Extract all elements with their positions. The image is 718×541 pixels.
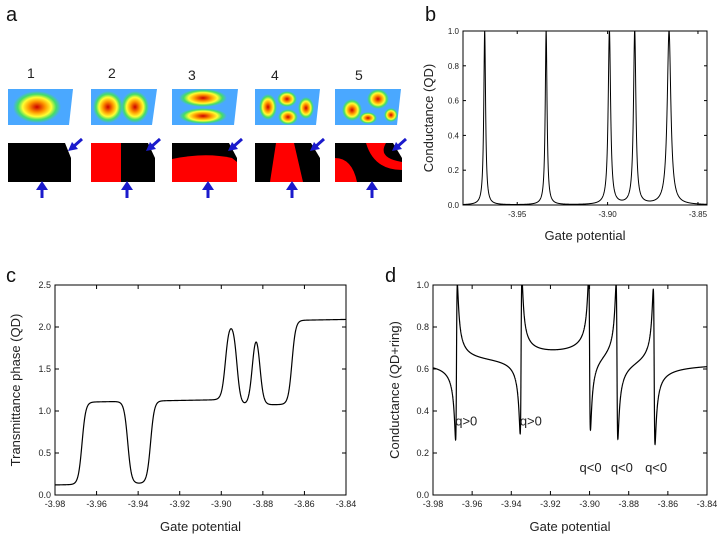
state-label-2: 2 [108, 65, 116, 81]
x-tick-label: -3.85 [689, 210, 708, 219]
x-tick-label: -3.92 [540, 499, 561, 509]
diagonal-arrow-icon [68, 137, 83, 151]
x-tick-label: -3.86 [294, 499, 315, 509]
nodal-map-4 [255, 143, 320, 182]
up-arrow-icon [286, 181, 298, 198]
up-arrow-icon [202, 181, 214, 198]
density-map-5 [335, 89, 401, 125]
y-axis-title: Transmittance phase (QD) [8, 314, 23, 467]
series-line-conductance-qd [463, 31, 707, 205]
density-map-3 [172, 89, 238, 125]
up-arrow-icon [366, 181, 378, 198]
panel-letter-d: d [385, 265, 396, 287]
y-tick-label: 0.6 [416, 364, 429, 374]
y-axis-title: Conductance (QD) [421, 64, 436, 172]
annotation-q-sign: q<0 [645, 460, 667, 475]
y-tick-label: 1.0 [448, 27, 460, 36]
y-tick-label: 0.2 [416, 448, 429, 458]
y-tick-label: 0.2 [448, 166, 460, 175]
x-tick-label: -3.94 [128, 499, 149, 509]
density-map-2 [91, 89, 157, 125]
series-line-conductance-qd-ring [433, 285, 707, 446]
y-tick-label: 0.0 [416, 490, 429, 500]
y-tick-label: 0.0 [448, 201, 460, 210]
chart-d: -3.98 -3.96 -3.94 -3.92 -3.90 -3.88 -3.86 -3.84… [387, 280, 717, 534]
up-arrow-icon [36, 181, 48, 198]
annotation-q-sign: q>0 [455, 414, 477, 429]
panel-letter-c: c [6, 265, 16, 287]
up-arrow-icon [121, 181, 133, 198]
density-map-1 [8, 89, 73, 125]
annotation-q-sign: q<0 [580, 460, 602, 475]
x-tick-label: -3.90 [579, 499, 600, 509]
y-tick-label: 0.0 [38, 490, 51, 500]
chart-c: -3.98 -3.96 -3.94 -3.92 -3.90 -3.88 -3.86 -3.84… [8, 280, 356, 534]
density-map-4 [255, 89, 320, 125]
state-label-3: 3 [188, 67, 196, 83]
panel-letter-a: a [6, 4, 18, 26]
diagonal-arrow-icon [146, 137, 161, 151]
nodal-map-5 [335, 143, 402, 182]
x-tick-label: -3.92 [169, 499, 190, 509]
y-tick-label: 0.8 [416, 322, 429, 332]
x-tick-label: -3.90 [598, 210, 617, 219]
x-tick-label: -3.96 [86, 499, 107, 509]
x-tick-label: -3.88 [253, 499, 274, 509]
state-label-4: 4 [271, 67, 279, 83]
x-axis-title: Gate potential [530, 519, 611, 534]
y-tick-label: 0.4 [416, 406, 429, 416]
arrow-icons [36, 137, 407, 198]
x-tick-label: -3.95 [508, 210, 527, 219]
y-tick-label: 0.5 [38, 448, 51, 458]
plot-frame [54, 284, 347, 496]
y-tick-label: 1.0 [416, 280, 429, 290]
y-tick-label: 2.5 [38, 280, 51, 290]
diagonal-arrow-icon [392, 137, 407, 151]
x-axis-title: Gate potential [160, 519, 241, 534]
y-tick-label: 1.0 [38, 406, 51, 416]
x-tick-label: -3.84 [336, 499, 357, 509]
nodal-map-2 [91, 143, 155, 182]
state-label-5: 5 [355, 67, 363, 83]
y-tick-label: 0.6 [448, 97, 460, 106]
x-tick-label: -3.94 [501, 499, 522, 509]
y-axis-title: Conductance (QD+ring) [387, 321, 402, 459]
y-tick-label: 0.4 [448, 131, 460, 140]
panel-letter-b: b [425, 4, 436, 26]
nodal-map-3 [172, 143, 237, 182]
y-tick-label: 0.8 [448, 62, 460, 71]
x-tick-label: -3.84 [697, 499, 718, 509]
x-tick-label: -3.98 [423, 499, 444, 509]
x-tick-label: -3.90 [211, 499, 232, 509]
state-label-1: 1 [27, 65, 35, 81]
plot-frame [462, 30, 708, 206]
plot-frame [432, 284, 708, 496]
x-tick-label: -3.86 [658, 499, 679, 509]
panel-a: 1 2 3 4 5 [8, 65, 407, 198]
x-tick-label: -3.96 [462, 499, 483, 509]
x-tick-label: -3.88 [618, 499, 639, 509]
x-axis-title: Gate potential [545, 228, 626, 243]
annotation-q-sign: q<0 [611, 460, 633, 475]
diagonal-arrow-icon [310, 137, 325, 151]
nodal-map-1 [8, 143, 71, 182]
y-tick-label: 2.0 [38, 322, 51, 332]
diagonal-arrow-icon [228, 137, 243, 151]
y-tick-label: 1.5 [38, 364, 51, 374]
annotation-q-sign: q>0 [520, 414, 542, 429]
series-line-transmittance-phase [55, 318, 346, 486]
x-tick-label: -3.98 [45, 499, 66, 509]
chart-b: -3.95 -3.90 -3.85 0.0 0.2 0.4 0.6 0.8 1.0 Gate po… [421, 27, 708, 243]
